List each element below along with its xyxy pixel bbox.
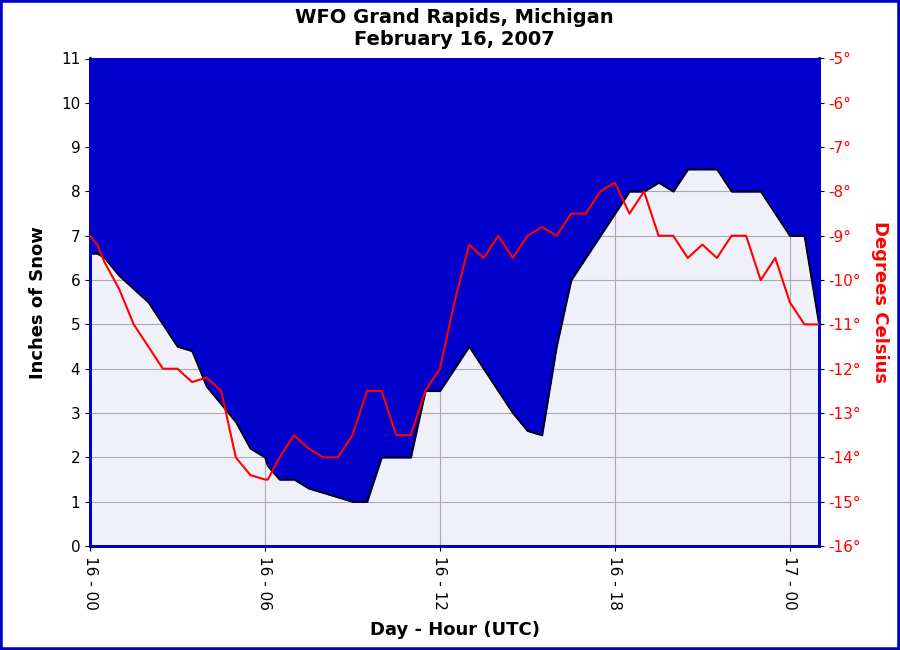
Y-axis label: Degrees Celsius: Degrees Celsius bbox=[871, 221, 889, 384]
X-axis label: Day - Hour (UTC): Day - Hour (UTC) bbox=[370, 621, 539, 639]
Y-axis label: Inches of Snow: Inches of Snow bbox=[29, 226, 47, 379]
Title: WFO Grand Rapids, Michigan
February 16, 2007: WFO Grand Rapids, Michigan February 16, … bbox=[295, 8, 614, 49]
